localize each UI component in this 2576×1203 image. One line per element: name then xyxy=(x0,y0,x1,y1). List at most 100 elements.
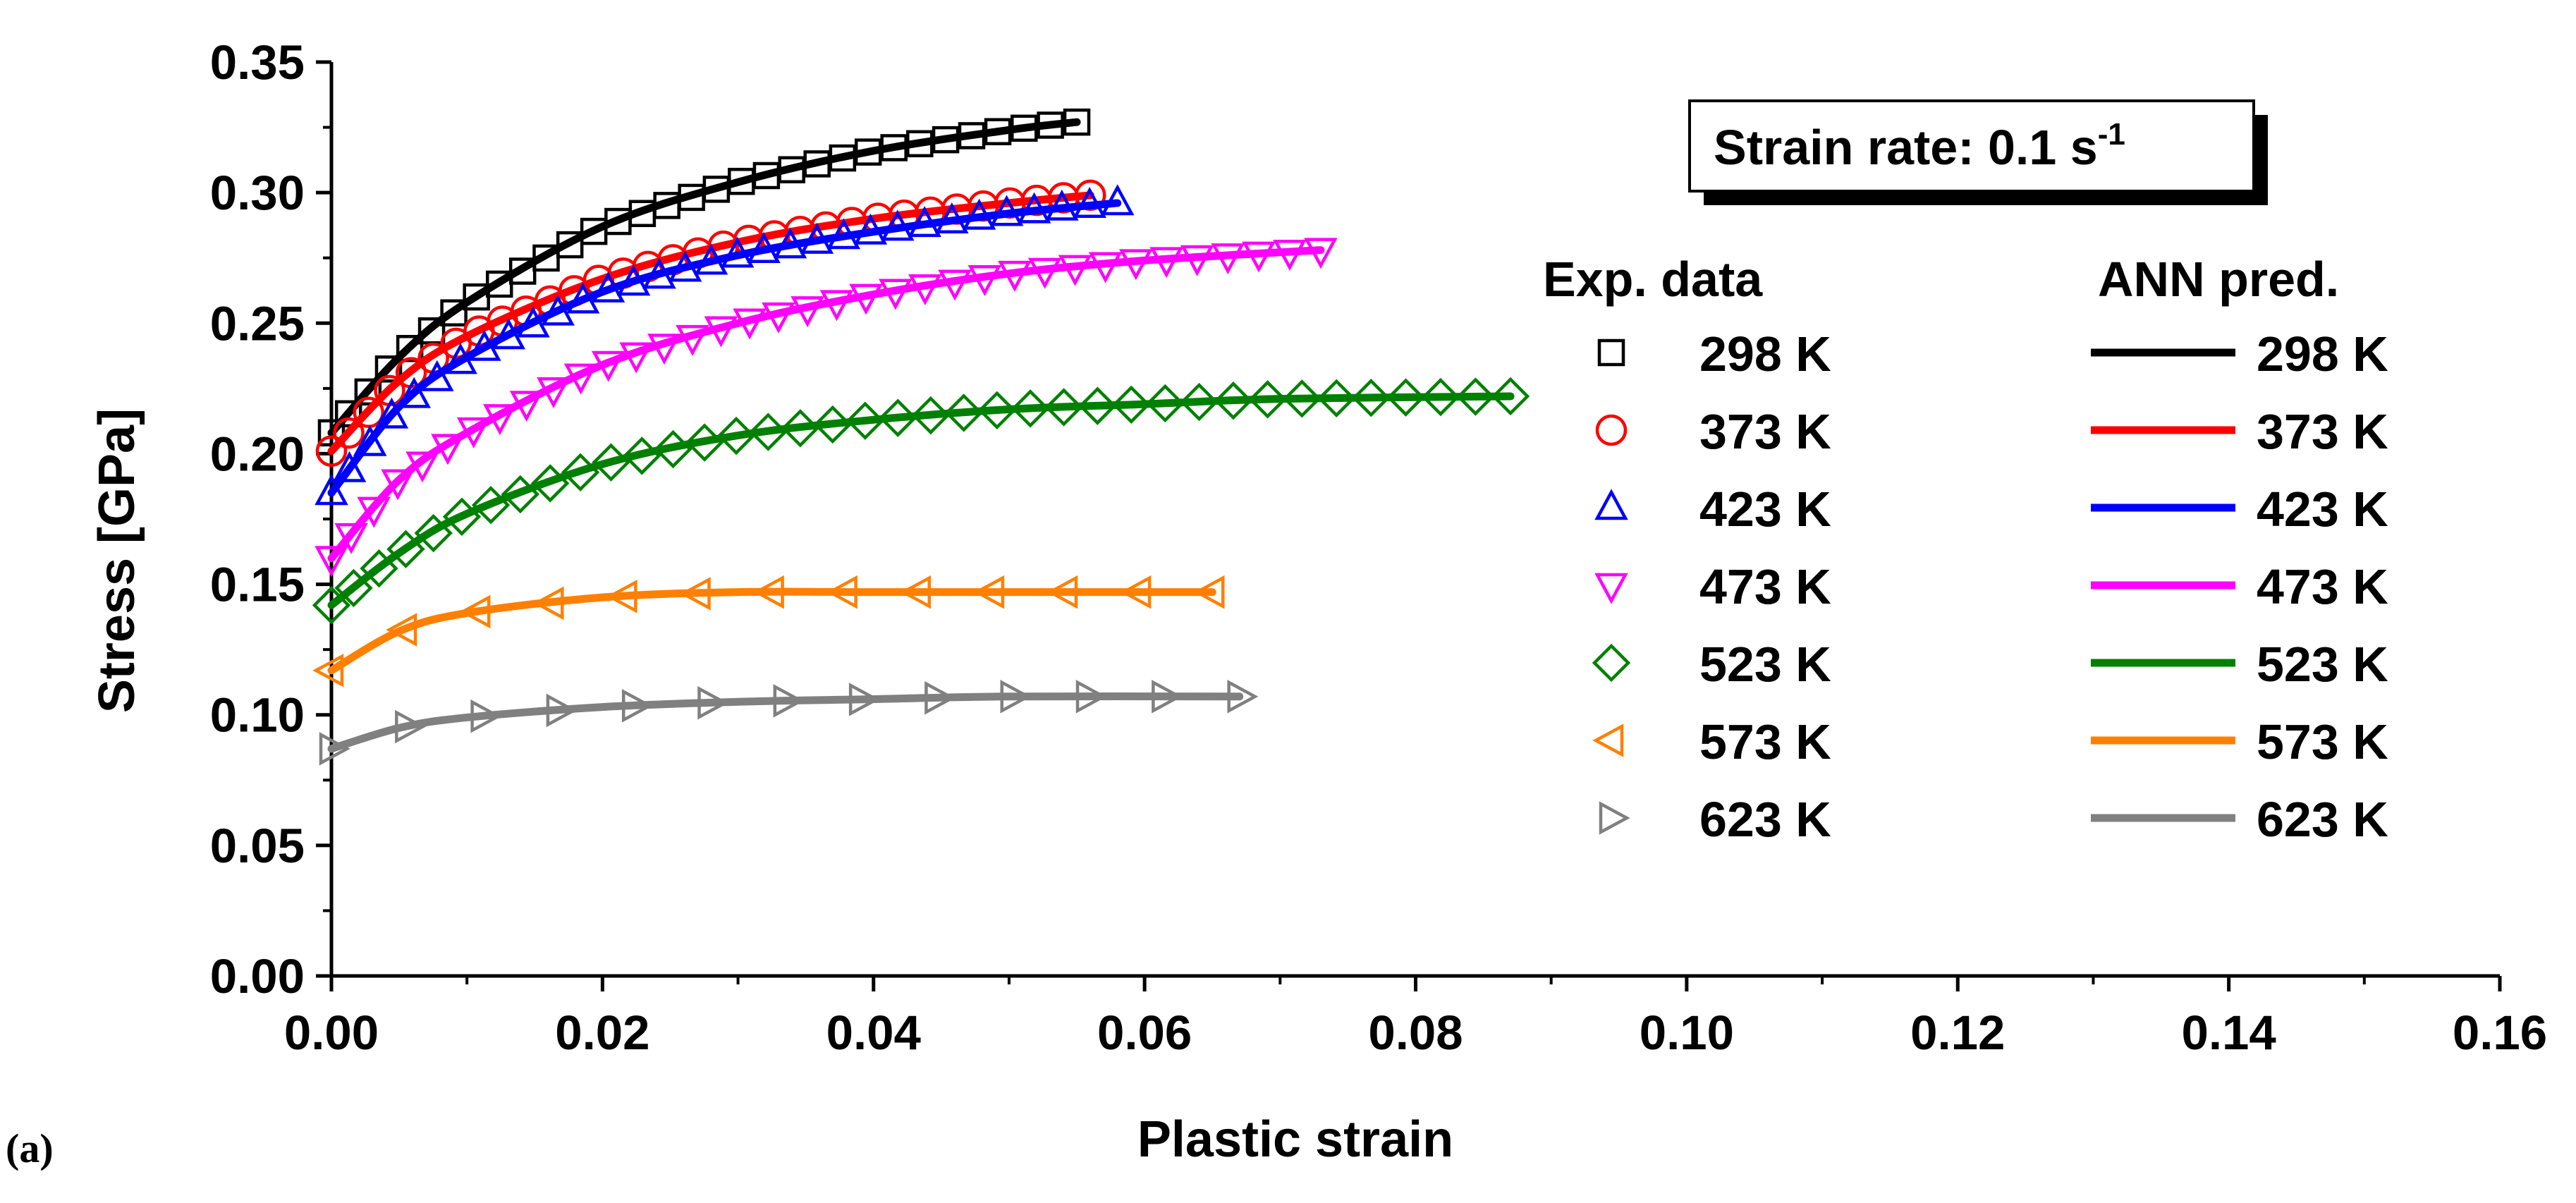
data-point xyxy=(374,397,409,429)
legend-exp-label: 623 K xyxy=(1699,792,1831,847)
data-point xyxy=(541,294,575,326)
data-point xyxy=(442,497,482,536)
data-point xyxy=(334,523,368,554)
data-point xyxy=(879,279,912,310)
data-point xyxy=(967,265,1002,296)
data-point xyxy=(1317,379,1356,417)
data-point xyxy=(826,218,861,250)
data-point xyxy=(998,260,1032,292)
legend-marker xyxy=(1592,643,1631,683)
data-point xyxy=(773,227,807,259)
data-point xyxy=(1073,187,1106,219)
data-point xyxy=(354,378,382,406)
legend-pred-header: ANN pred. xyxy=(2098,252,2339,307)
data-point xyxy=(420,360,454,391)
data-point xyxy=(468,329,501,361)
data-point xyxy=(813,405,852,444)
data-point xyxy=(360,549,398,588)
data-point xyxy=(704,316,738,348)
data-point xyxy=(1456,377,1495,416)
data-point xyxy=(332,451,367,482)
data-point xyxy=(906,130,934,158)
data-point xyxy=(431,434,465,465)
data-point xyxy=(334,568,373,608)
prediction-line xyxy=(327,587,1216,675)
data-point xyxy=(509,391,544,422)
data-point xyxy=(546,693,578,728)
y-tick-label: 0.30 xyxy=(210,166,305,220)
data-point xyxy=(1045,189,1079,221)
data-point xyxy=(1149,247,1183,279)
data-point xyxy=(989,195,1024,226)
data-point xyxy=(685,423,724,462)
data-point xyxy=(1075,680,1107,714)
legend-exp-label: 573 K xyxy=(1699,714,1831,769)
x-axis-title: Plastic strain xyxy=(1137,1111,1453,1168)
data-point xyxy=(880,209,915,241)
data-point xyxy=(592,443,630,482)
data-point xyxy=(908,206,941,238)
data-point xyxy=(716,416,756,456)
data-point xyxy=(315,435,348,467)
legend-entry: 523 K 523 K xyxy=(1592,637,2388,692)
data-point xyxy=(501,475,539,514)
data-point xyxy=(973,575,1005,609)
data-point xyxy=(470,699,502,733)
data-point xyxy=(854,138,882,166)
data-point xyxy=(977,391,1016,429)
data-point xyxy=(1152,680,1183,714)
data-point xyxy=(492,318,525,350)
legend-pred-label: 473 K xyxy=(2257,559,2388,614)
data-point xyxy=(315,546,348,578)
data-point xyxy=(829,144,857,172)
series-573k xyxy=(312,575,1225,688)
series-298k xyxy=(317,108,1091,447)
legend-marker xyxy=(1599,801,1630,835)
data-point xyxy=(353,425,387,456)
data-point xyxy=(353,396,385,429)
data-point xyxy=(694,243,728,275)
y-tick-label: 0.25 xyxy=(210,296,305,350)
data-point xyxy=(720,236,755,268)
data-point xyxy=(853,213,888,245)
data-point xyxy=(1421,377,1460,417)
legend-exp-label: 523 K xyxy=(1699,637,1831,692)
data-point xyxy=(1058,255,1092,286)
data-point xyxy=(1491,377,1530,416)
data-point xyxy=(312,586,351,625)
legend-pred-label: 573 K xyxy=(2257,714,2388,769)
y-tick-label: 0.00 xyxy=(210,949,305,1003)
data-point xyxy=(1100,184,1135,216)
data-point xyxy=(591,271,625,303)
data-point xyxy=(747,231,781,263)
data-point xyxy=(984,118,1012,145)
data-point xyxy=(924,680,956,715)
data-point xyxy=(315,474,348,506)
data-point xyxy=(1120,575,1152,609)
legend-pred-label: 373 K xyxy=(2257,404,2388,459)
x-tick-label: 0.16 xyxy=(2453,1006,2547,1060)
y-tick-label: 0.20 xyxy=(210,427,305,481)
data-point xyxy=(679,577,711,611)
data-point xyxy=(532,586,564,621)
series-423k xyxy=(315,184,1135,506)
data-point xyxy=(357,496,391,528)
x-tick-label: 0.14 xyxy=(2181,1006,2276,1060)
legend-exp-label: 298 K xyxy=(1699,326,1831,381)
data-point xyxy=(1078,386,1117,425)
data-point xyxy=(1283,379,1321,418)
legend-exp-header: Exp. data xyxy=(1543,252,1763,307)
legend-entry: 623 K 623 K xyxy=(1599,792,2388,847)
data-point xyxy=(471,486,511,525)
data-point xyxy=(752,575,784,609)
data-point xyxy=(908,274,942,306)
y-tick-label: 0.10 xyxy=(210,688,305,743)
data-point xyxy=(531,464,570,503)
data-point xyxy=(561,453,600,491)
data-point xyxy=(459,594,491,629)
prediction-line xyxy=(327,118,1081,437)
series-523k xyxy=(312,377,1530,625)
data-point xyxy=(1211,243,1245,275)
data-point xyxy=(846,401,885,440)
data-point xyxy=(944,393,983,432)
